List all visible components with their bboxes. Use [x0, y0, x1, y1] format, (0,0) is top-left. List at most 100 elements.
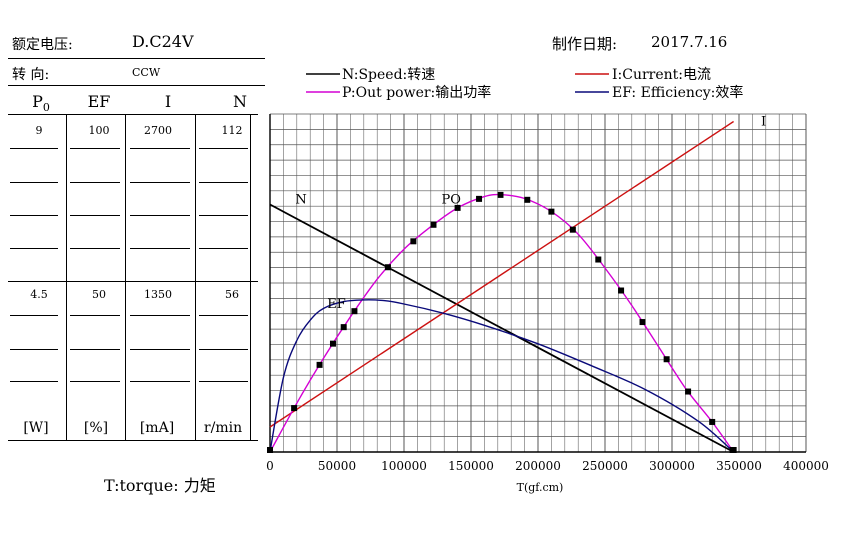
legend-current: I:Current:电流	[612, 67, 711, 83]
power-marker	[663, 356, 670, 363]
power-marker	[497, 191, 504, 198]
table-dash	[10, 248, 58, 249]
power-marker	[316, 361, 323, 368]
column-head-current: I	[164, 92, 172, 111]
header-rule-2	[8, 85, 265, 86]
curve-p0	[269, 193, 735, 453]
x-axis-label: T(gf.cm)	[517, 481, 564, 494]
table-dash	[199, 315, 248, 316]
efficiency-unit: [%]	[83, 420, 109, 436]
current-unit: [mA]	[139, 420, 175, 436]
power-marker	[351, 308, 358, 315]
power-marker	[340, 324, 347, 331]
table-dash	[10, 182, 58, 183]
table-dash	[199, 148, 248, 149]
table-dash	[199, 215, 248, 216]
chart-legend: N:Speed:转速 I:Current:电流 P:Out power:输出功率…	[306, 67, 743, 101]
power-marker	[685, 388, 692, 395]
x-tick-label: 200000	[515, 459, 561, 473]
table-dash	[130, 381, 190, 382]
rated-voltage-value: D.C24V	[132, 32, 194, 51]
chart-grid	[269, 113, 807, 453]
table-dash	[199, 349, 248, 350]
curve-label-p0: PO	[442, 193, 461, 208]
table-mid-rule	[8, 281, 258, 282]
power-marker	[410, 238, 417, 245]
table-dash	[10, 349, 58, 350]
power-marker	[595, 256, 602, 263]
column-divider-3	[195, 114, 196, 440]
column-head-power: P0	[32, 92, 50, 115]
torque-note: T:torque: 力矩	[104, 476, 216, 495]
table-dash	[130, 215, 190, 216]
column-head-efficiency: EF	[87, 92, 111, 111]
direction-value: CCW	[132, 66, 161, 79]
curve-ef	[269, 299, 735, 453]
power-marker	[709, 418, 716, 425]
power-marker	[569, 226, 576, 233]
power-unit: [W]	[23, 420, 49, 436]
table-dash	[10, 381, 58, 382]
column-head-speed: N	[233, 92, 247, 111]
table-head-rule	[8, 114, 258, 115]
efficiency-max-value: 100	[88, 124, 110, 137]
chart-curves	[269, 120, 735, 453]
table-dash	[199, 381, 248, 382]
speed-unit: r/min	[203, 420, 243, 436]
power-marker	[639, 319, 646, 326]
legend-speed: N:Speed:转速	[342, 67, 435, 83]
power-marker	[476, 195, 483, 202]
curve-labels: N I PO EF	[295, 115, 766, 313]
legend-power: P:Out power:输出功率	[342, 84, 491, 101]
rated-voltage-label: 额定电压:	[12, 37, 73, 53]
table-dash	[199, 248, 248, 249]
x-tick-label: 350000	[716, 459, 762, 473]
x-tick-label: 150000	[448, 459, 494, 473]
curve-label-n: N	[295, 193, 306, 208]
x-tick-label: 250000	[582, 459, 628, 473]
power-mid-value: 4.5	[30, 288, 48, 301]
table-dash	[70, 349, 120, 350]
power-marker	[524, 196, 531, 203]
speed-mid-value: 56	[225, 288, 239, 301]
table-dash	[10, 315, 58, 316]
header-rule-1	[8, 58, 265, 59]
table-bottom-rule	[8, 440, 258, 441]
power-marker	[618, 287, 625, 294]
table-dash	[130, 349, 190, 350]
table-dash	[130, 248, 190, 249]
column-divider-2	[125, 114, 126, 440]
x-tick-label: 300000	[649, 459, 695, 473]
date-value: 2017.7.16	[651, 33, 728, 51]
table-dash	[70, 148, 120, 149]
table-dash	[130, 182, 190, 183]
origin-marker	[267, 447, 273, 453]
power-marker	[329, 340, 336, 347]
stall-marker	[729, 447, 737, 453]
power-marker	[384, 264, 391, 271]
x-tick-label: 0	[266, 459, 274, 473]
curve-n	[269, 203, 735, 453]
table-dash	[130, 315, 190, 316]
x-tick-label: 400000	[783, 459, 829, 473]
efficiency-mid-value: 50	[92, 288, 106, 301]
column-divider-1	[66, 114, 67, 440]
table-dash	[70, 315, 120, 316]
x-tick-label: 100000	[381, 459, 427, 473]
table-dash	[70, 215, 120, 216]
curve-label-i: I	[761, 115, 766, 130]
current-mid-value: 1350	[144, 288, 172, 301]
direction-label: 转 向:	[12, 67, 50, 83]
x-tick-label: 50000	[318, 459, 356, 473]
x-tick-labels: 0 50000 100000 150000 200000 250000 300000 3500…	[266, 459, 829, 473]
power-markers	[267, 191, 737, 453]
table-dash	[10, 215, 58, 216]
table-dash	[130, 148, 190, 149]
power-max-value: 9	[35, 124, 43, 137]
date-label: 制作日期:	[552, 35, 618, 53]
table-dash	[199, 182, 248, 183]
speed-max-value: 112	[221, 124, 243, 137]
power-marker	[548, 208, 555, 215]
legend-efficiency: EF: Efficiency:效率	[612, 84, 743, 101]
